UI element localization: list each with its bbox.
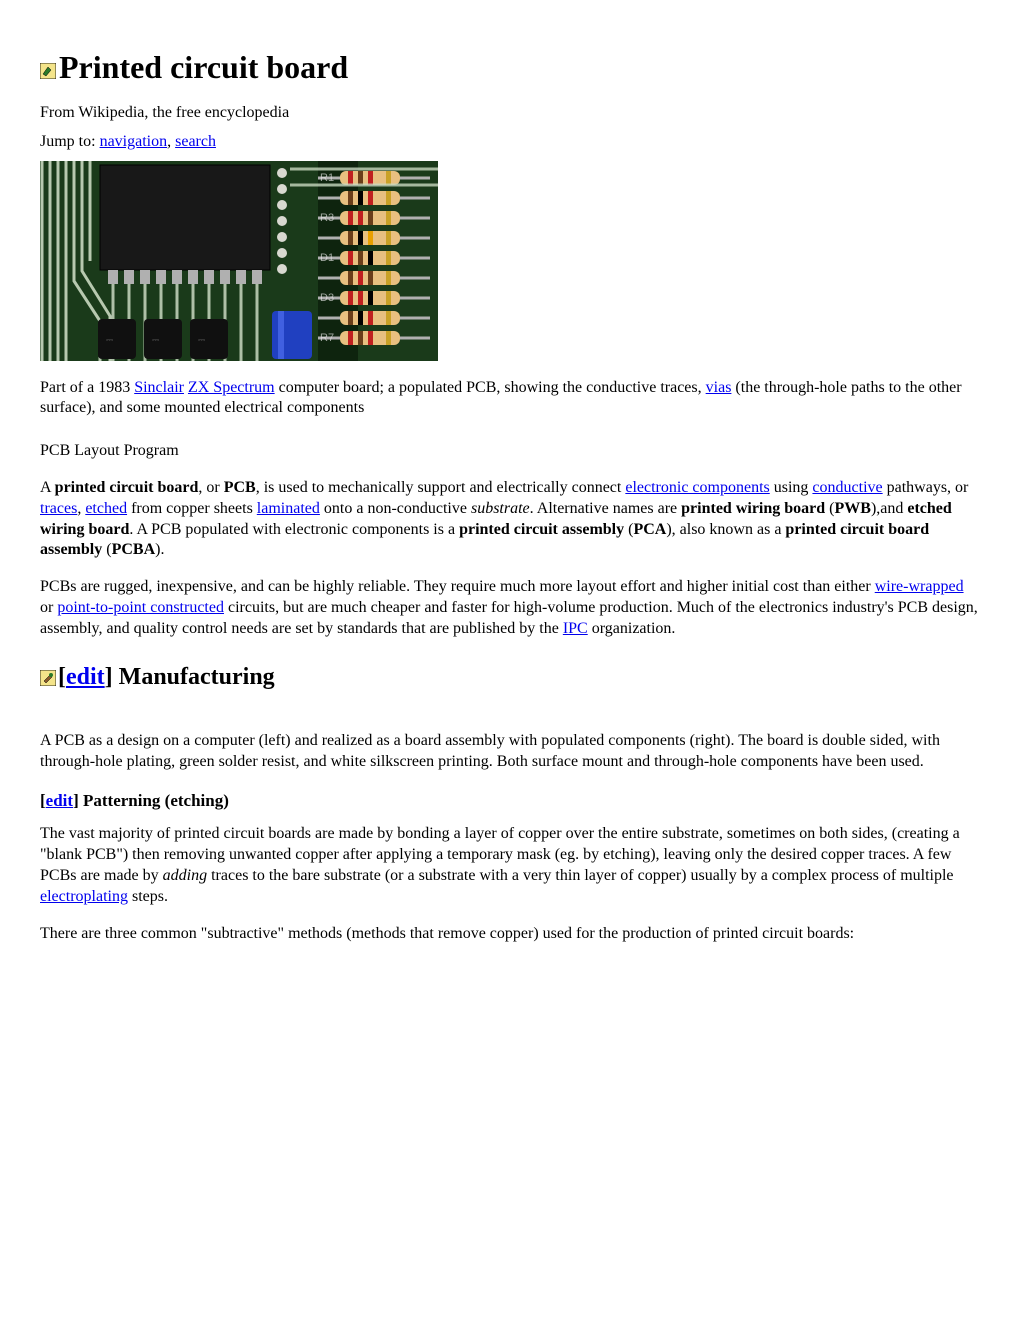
svg-text:⎓: ⎓ <box>198 335 205 345</box>
italic-substrate: substrate <box>471 500 530 517</box>
svg-text:D3: D3 <box>320 292 334 304</box>
bold-pcba: PCBA <box>112 541 156 558</box>
edit-section-icon <box>40 664 56 680</box>
title-icon <box>40 51 56 67</box>
bold-pca: PCA <box>633 521 666 538</box>
link-point-to-point[interactable]: point-to-point constructed <box>57 599 224 616</box>
link-sinclair[interactable]: Sinclair <box>134 379 184 396</box>
heading-manufacturing-text: Manufacturing <box>119 664 275 690</box>
bold-pcb-long: printed circuit board <box>55 479 199 496</box>
search-link[interactable]: search <box>175 133 216 150</box>
caption-1: Part of a 1983 Sinclair ZX Spectrum comp… <box>40 378 980 420</box>
link-zx-spectrum[interactable]: ZX Spectrum <box>188 379 275 396</box>
jumpto-sep: , <box>167 133 175 150</box>
link-traces[interactable]: traces <box>40 500 77 517</box>
image-placeholder-gap <box>40 707 980 717</box>
jumpto-prefix: Jump to: <box>40 133 100 150</box>
patterning-para-2: There are three common "subtractive" met… <box>40 924 980 945</box>
link-electronic-components[interactable]: electronic components <box>625 479 769 496</box>
patterning-para-1: The vast majority of printed circuit boa… <box>40 824 980 907</box>
edit-link-manufacturing[interactable]: edit <box>66 664 105 690</box>
svg-text:⎓: ⎓ <box>152 335 159 345</box>
svg-text:R7: R7 <box>320 332 334 344</box>
intro-para-1: A printed circuit board, or PCB, is used… <box>40 478 980 561</box>
bold-pcb: PCB <box>224 479 256 496</box>
page-title: Printed circuit board <box>40 50 980 85</box>
link-etched[interactable]: etched <box>85 500 127 517</box>
link-laminated[interactable]: laminated <box>257 500 320 517</box>
page-title-text: Printed circuit board <box>59 49 348 85</box>
svg-text:⎓: ⎓ <box>106 335 113 345</box>
link-electroplating[interactable]: electroplating <box>40 888 128 905</box>
svg-text:R1: R1 <box>320 172 334 184</box>
caption1-mid: computer board; a populated PCB, showing… <box>275 379 706 396</box>
heading-patterning: [edit] Patterning (etching) <box>40 790 980 812</box>
heading-manufacturing: [edit] Manufacturing <box>40 662 980 693</box>
link-ipc[interactable]: IPC <box>563 620 588 637</box>
pcb-image: ⎓ ⎓ ⎓ <box>40 161 980 368</box>
svg-text:R3: R3 <box>320 212 334 224</box>
link-conductive[interactable]: conductive <box>812 479 882 496</box>
heading-patterning-text: Patterning (etching) <box>83 791 229 810</box>
subtitle: From Wikipedia, the free encyclopedia <box>40 103 980 124</box>
jump-to-nav: Jump to: navigation, search <box>40 132 980 153</box>
intro-para-2: PCBs are rugged, inexpensive, and can be… <box>40 577 980 639</box>
svg-text:D1: D1 <box>320 252 334 264</box>
bold-pca-long: printed circuit assembly <box>459 521 624 538</box>
link-vias[interactable]: vias <box>706 379 732 396</box>
caption-2: PCB Layout Program <box>40 441 980 462</box>
edit-link-patterning[interactable]: edit <box>46 791 73 810</box>
link-wire-wrapped[interactable]: wire-wrapped <box>875 578 964 595</box>
bold-pwb: PWB <box>834 500 870 517</box>
caption1-before: Part of a 1983 <box>40 379 134 396</box>
nav-link[interactable]: navigation <box>100 133 168 150</box>
caption-3: A PCB as a design on a computer (left) a… <box>40 731 980 773</box>
italic-adding: adding <box>163 867 207 884</box>
bold-pwb-long: printed wiring board <box>681 500 825 517</box>
